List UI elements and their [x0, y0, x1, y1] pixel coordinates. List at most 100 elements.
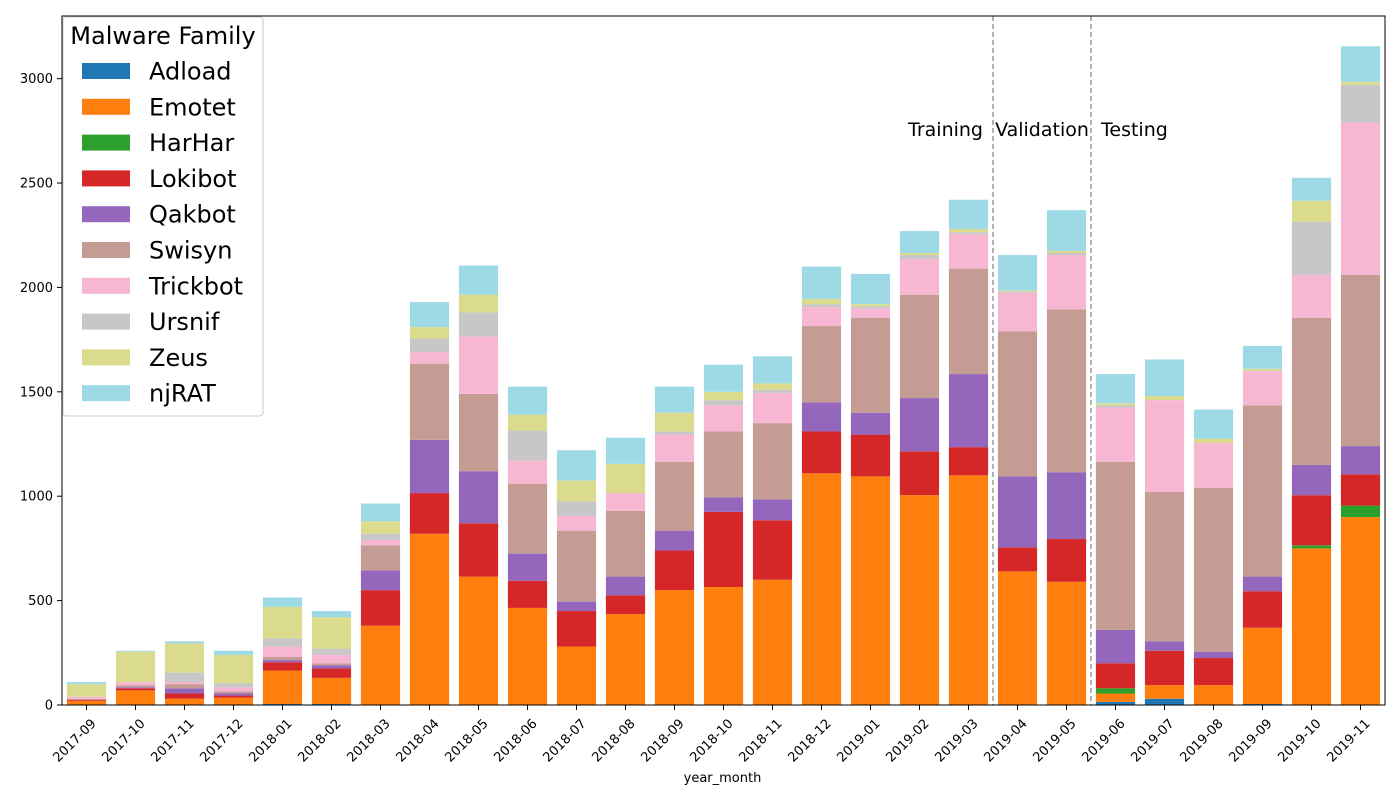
y-tick-label: 2000 [20, 281, 53, 296]
bars-layer [66, 46, 1381, 705]
bar-segment-swisyn-2019-01 [850, 317, 891, 413]
bar-segment-zeus-2018-07 [556, 480, 597, 502]
bar-segment-lokibot-2018-01 [262, 662, 303, 671]
bar-segment-emotet-2019-09 [1242, 627, 1283, 704]
bar-segment-ursnif-2018-09 [654, 431, 695, 435]
x-tick-label: 2018-08 [590, 716, 639, 765]
bar-segment-emotet-2018-06 [507, 607, 548, 705]
legend-label-swisyn: Swisyn [149, 237, 232, 265]
bar-segment-lokibot-2018-03 [360, 590, 401, 626]
bar-segment-lokibot-2017-11 [164, 693, 205, 699]
bar-segment-emotet-2018-12 [801, 473, 842, 705]
bar-segment-adload-2019-06 [1095, 701, 1136, 705]
bar-segment-emotet-2018-05 [458, 576, 499, 705]
bar-segment-swisyn-2018-03 [360, 545, 401, 571]
period-label-training: Training [907, 119, 983, 141]
x-tick-label: 2018-12 [786, 716, 835, 765]
bar-segment-swisyn-2018-05 [458, 393, 499, 472]
y-tick-label: 0 [45, 699, 53, 714]
bar-segment-njrat-2019-09 [1242, 345, 1283, 369]
x-tick-label: 2018-05 [443, 716, 492, 765]
bar-segment-ursnif-2018-02 [311, 648, 352, 655]
bar-segment-emotet-2017-11 [164, 698, 205, 705]
bar-segment-ursnif-2019-10 [1291, 221, 1332, 275]
legend-swatch-lokibot [82, 170, 130, 187]
bar-segment-ursnif-2018-04 [409, 338, 450, 353]
bar-segment-qakbot-2019-11 [1340, 446, 1381, 475]
bar-segment-swisyn-2019-11 [1340, 274, 1381, 447]
bar-segment-qakbot-2019-06 [1095, 629, 1136, 664]
legend-swatch-adload [82, 63, 130, 79]
bar-segment-lokibot-2019-09 [1242, 591, 1283, 628]
bar-segment-harhar-2019-10 [1291, 545, 1332, 549]
bar-segment-trickbot-2019-10 [1291, 274, 1332, 318]
bar-segment-njrat-2019-01 [850, 273, 891, 305]
bar-segment-trickbot-2019-04 [997, 292, 1038, 332]
bar-segment-swisyn-2017-09 [66, 698, 107, 700]
bar-segment-swisyn-2018-02 [311, 663, 352, 666]
bar-segment-qakbot-2018-05 [458, 471, 499, 524]
bar-segment-zeus-2017-11 [164, 643, 205, 673]
bar-segment-trickbot-2017-11 [164, 682, 205, 685]
bar-segment-ursnif-2018-03 [360, 533, 401, 541]
bar-segment-emotet-2019-07 [1144, 685, 1185, 699]
legend-label-trickbot: Trickbot [148, 272, 243, 300]
bar-segment-njrat-2017-09 [66, 682, 107, 685]
bar-segment-njrat-2018-12 [801, 266, 842, 299]
bar-segment-adload-2018-02 [311, 703, 352, 705]
legend-label-zeus: Zeus [149, 344, 208, 372]
bar-segment-lokibot-2019-03 [948, 447, 989, 476]
bar-segment-lokibot-2018-05 [458, 523, 499, 577]
bar-segment-ursnif-2019-11 [1340, 84, 1381, 123]
bar-segment-swisyn-2019-04 [997, 331, 1038, 477]
bar-segment-ursnif-2019-03 [948, 232, 989, 235]
bar-segment-lokibot-2018-12 [801, 431, 842, 474]
bar-segment-njrat-2018-04 [409, 302, 450, 328]
bar-segment-swisyn-2017-10 [115, 685, 156, 688]
bar-segment-njrat-2017-10 [115, 650, 156, 652]
bar-segment-emotet-2018-03 [360, 625, 401, 705]
x-tick-label: 2018-10 [688, 716, 737, 765]
bar-segment-ursnif-2017-11 [164, 672, 205, 683]
y-axis: 0 500 1000 1500 2000 2500 3000 [20, 72, 62, 714]
x-tick-label: 2018-03 [345, 716, 394, 765]
bar-segment-harhar-2019-11 [1340, 505, 1381, 518]
bar-segment-ursnif-2019-06 [1095, 405, 1136, 408]
bar-segment-qakbot-2018-02 [311, 665, 352, 669]
bar-segment-emotet-2019-02 [899, 495, 940, 705]
bar-segment-qakbot-2018-01 [262, 660, 303, 663]
bar-segment-emotet-2019-05 [1046, 581, 1087, 705]
bar-segment-swisyn-2018-09 [654, 461, 695, 531]
bar-segment-ursnif-2019-05 [1046, 252, 1087, 256]
bar-segment-njrat-2018-11 [752, 356, 793, 384]
bar-segment-emotet-2018-10 [703, 587, 744, 705]
bar-segment-lokibot-2019-05 [1046, 539, 1087, 582]
bar-segment-adload-2018-01 [262, 703, 303, 705]
bar-segment-swisyn-2019-06 [1095, 461, 1136, 630]
bar-segment-emotet-2019-03 [948, 475, 989, 705]
bar-segment-trickbot-2019-01 [850, 308, 891, 318]
bar-segment-zeus-2019-04 [997, 290, 1038, 292]
bar-segment-lokibot-2019-01 [850, 434, 891, 477]
x-axis-title: year_month [684, 771, 762, 786]
bar-segment-zeus-2019-08 [1193, 438, 1234, 443]
bar-segment-qakbot-2018-04 [409, 439, 450, 494]
bar-segment-zeus-2018-10 [703, 391, 744, 401]
bar-segment-qakbot-2019-05 [1046, 472, 1087, 540]
legend-swatch-ursnif [82, 313, 130, 330]
bar-segment-zeus-2018-03 [360, 521, 401, 534]
bar-segment-swisyn-2018-10 [703, 431, 744, 498]
legend-label-njrat: njRAT [149, 380, 216, 408]
bar-segment-swisyn-2018-04 [409, 363, 450, 440]
bar-segment-ursnif-2018-11 [752, 389, 793, 393]
bar-segment-qakbot-2019-09 [1242, 576, 1283, 592]
bar-segment-swisyn-2018-07 [556, 530, 597, 602]
bar-segment-trickbot-2018-01 [262, 646, 303, 657]
x-tick-label: 2017-09 [51, 716, 100, 765]
bar-segment-trickbot-2018-10 [703, 405, 744, 432]
bar-segment-njrat-2017-12 [213, 650, 254, 655]
bar-segment-lokibot-2019-07 [1144, 650, 1185, 686]
y-tick-label: 1000 [20, 490, 53, 505]
bar-segment-trickbot-2018-04 [409, 352, 450, 364]
